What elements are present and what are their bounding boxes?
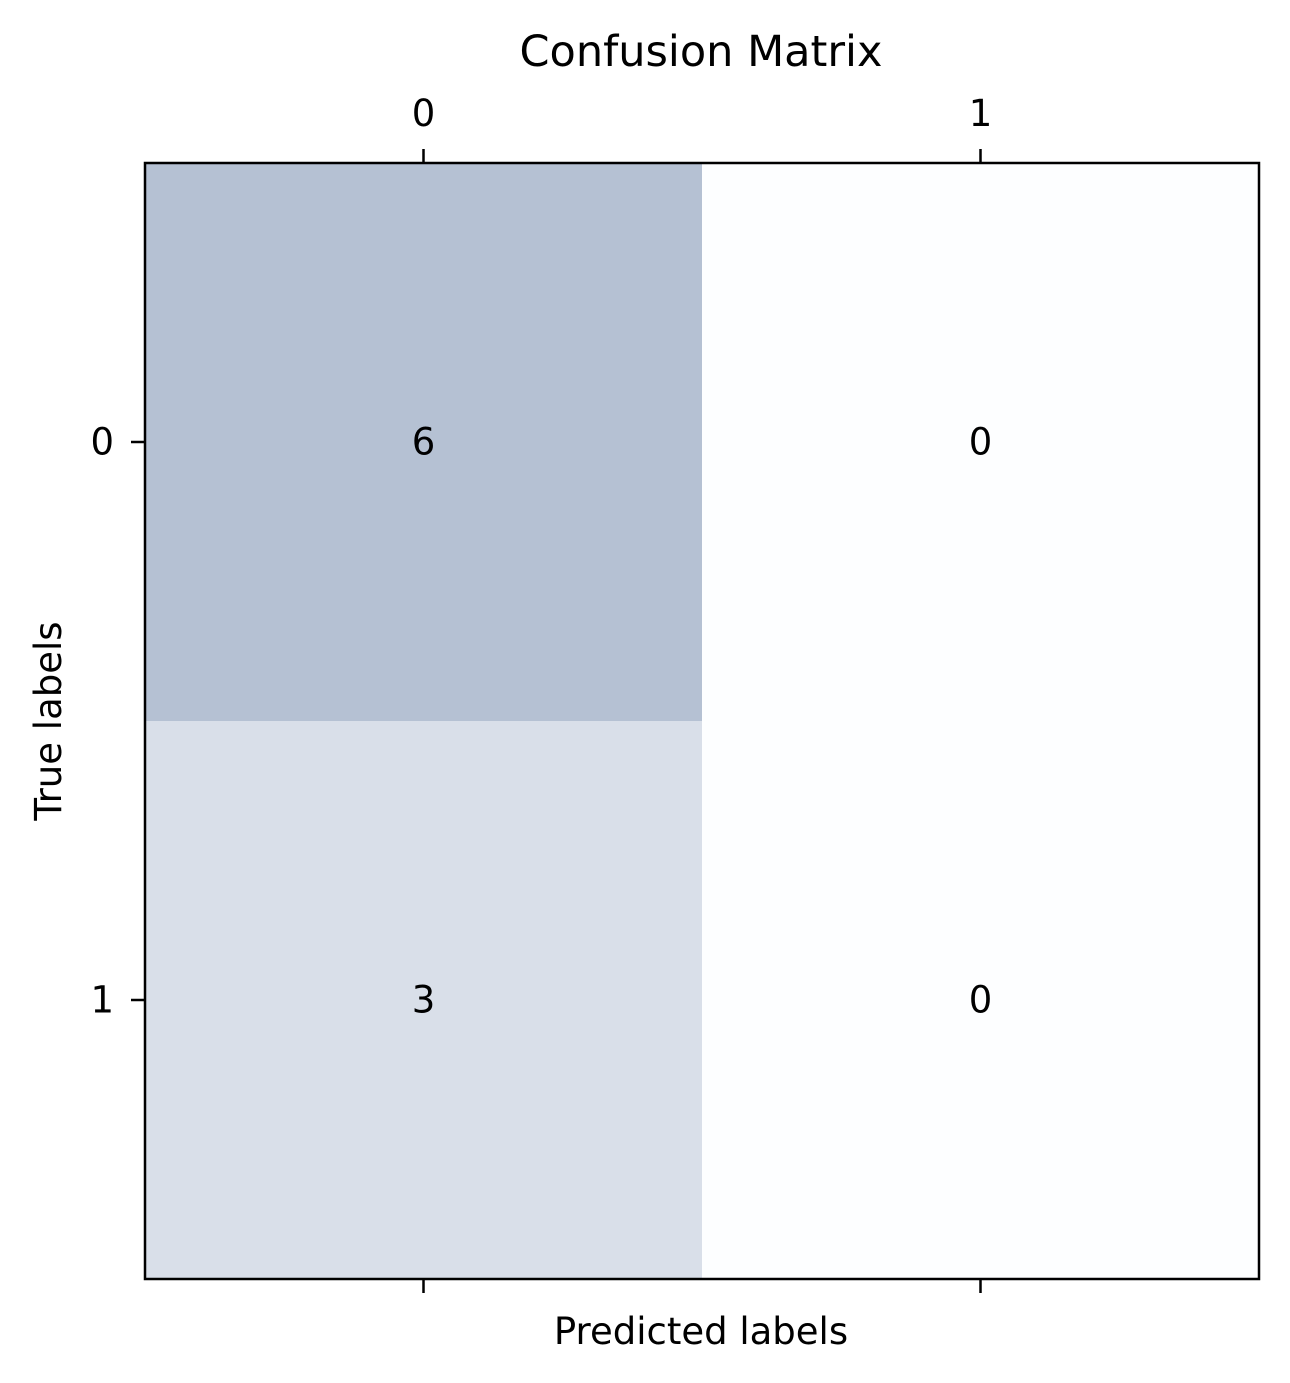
y-tick-label-1: 1 <box>90 979 114 1022</box>
cell-value-0-1: 0 <box>969 421 993 464</box>
plot-frame <box>143 161 1261 1281</box>
cell-value-0-0: 6 <box>412 421 436 464</box>
chart-title: Confusion Matrix <box>520 27 883 77</box>
cell-value-labels: 6 0 3 0 <box>412 421 993 1022</box>
y-axis-ticks: 01 <box>90 421 145 1022</box>
cell-value-1-1: 0 <box>969 979 993 1022</box>
matrix-cell-1-1 <box>702 721 1260 1280</box>
y-tick-label-0: 0 <box>90 421 114 464</box>
y-axis-label: True labels <box>27 621 70 821</box>
cell-value-1-0: 3 <box>412 979 436 1022</box>
matrix-cells <box>145 163 1260 1280</box>
matrix-cell-1-0 <box>145 721 703 1280</box>
matrix-cell-0-1 <box>702 163 1260 722</box>
matrix-cell-0-0 <box>145 163 703 722</box>
x-tick-label-1: 1 <box>969 92 993 135</box>
x-axis-label: Predicted labels <box>554 1310 848 1353</box>
x-tick-label-0: 0 <box>412 92 436 135</box>
